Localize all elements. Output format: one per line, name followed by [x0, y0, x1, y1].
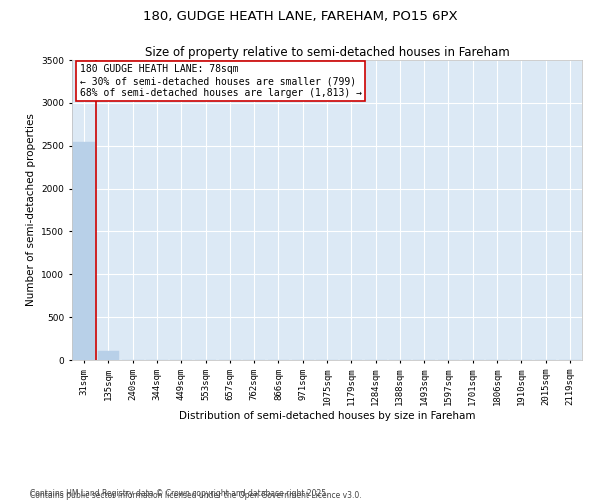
Text: 180 GUDGE HEATH LANE: 78sqm
← 30% of semi-detached houses are smaller (799)
68% : 180 GUDGE HEATH LANE: 78sqm ← 30% of sem…	[80, 64, 362, 98]
Bar	[97, 350, 119, 360]
Title: Size of property relative to semi-detached houses in Fareham: Size of property relative to semi-detach…	[145, 46, 509, 59]
Y-axis label: Number of semi-detached properties: Number of semi-detached properties	[26, 114, 36, 306]
Bar	[73, 142, 95, 360]
Text: Contains HM Land Registry data © Crown copyright and database right 2025.: Contains HM Land Registry data © Crown c…	[30, 488, 329, 498]
X-axis label: Distribution of semi-detached houses by size in Fareham: Distribution of semi-detached houses by …	[179, 411, 475, 421]
Text: 180, GUDGE HEATH LANE, FAREHAM, PO15 6PX: 180, GUDGE HEATH LANE, FAREHAM, PO15 6PX	[143, 10, 457, 23]
Text: Contains public sector information licensed under the Open Government Licence v3: Contains public sector information licen…	[30, 491, 362, 500]
